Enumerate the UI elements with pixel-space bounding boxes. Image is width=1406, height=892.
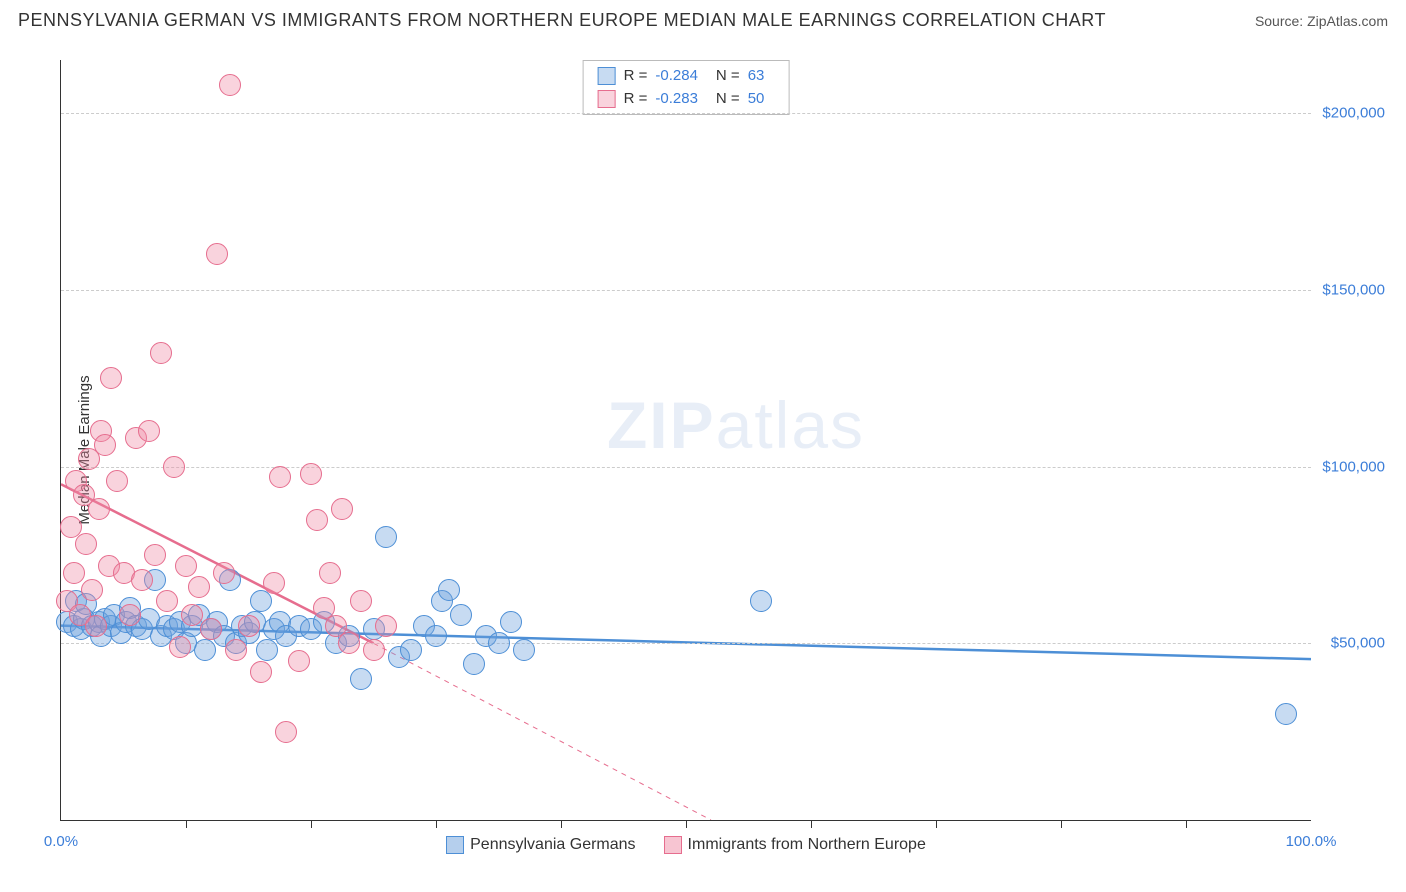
- data-point: [175, 555, 197, 577]
- data-point: [85, 615, 107, 637]
- stat-r-value: -0.283: [655, 88, 698, 111]
- legend-label: Pennsylvania Germans: [470, 836, 635, 854]
- data-point: [250, 661, 272, 683]
- watermark: ZIPatlas: [607, 387, 865, 463]
- data-point: [400, 639, 422, 661]
- data-point: [263, 572, 285, 594]
- legend-swatch: [598, 90, 616, 108]
- y-tick-label: $200,000: [1322, 105, 1385, 122]
- data-point: [194, 639, 216, 661]
- gridline: [61, 290, 1311, 291]
- data-point: [319, 562, 341, 584]
- data-point: [156, 590, 178, 612]
- data-point: [306, 509, 328, 531]
- stat-r-value: -0.284: [655, 65, 698, 88]
- legend-item: Pennsylvania Germans: [446, 836, 635, 854]
- x-tick: [1186, 820, 1187, 828]
- stat-n-label: N =: [716, 65, 740, 88]
- chart-source: Source: ZipAtlas.com: [1255, 13, 1388, 29]
- data-point: [375, 615, 397, 637]
- x-tick: [436, 820, 437, 828]
- chart-header: PENNSYLVANIA GERMAN VS IMMIGRANTS FROM N…: [0, 0, 1406, 37]
- data-point: [1275, 703, 1297, 725]
- data-point: [350, 590, 372, 612]
- x-tick: [311, 820, 312, 828]
- data-point: [119, 604, 141, 626]
- data-point: [219, 74, 241, 96]
- x-tick: [186, 820, 187, 828]
- data-point: [300, 463, 322, 485]
- chart-title: PENNSYLVANIA GERMAN VS IMMIGRANTS FROM N…: [18, 10, 1106, 31]
- x-tick: [686, 820, 687, 828]
- y-tick-label: $50,000: [1331, 635, 1385, 652]
- data-point: [375, 526, 397, 548]
- data-point: [169, 636, 191, 658]
- legend-label: Immigrants from Northern Europe: [688, 836, 926, 854]
- data-point: [238, 615, 260, 637]
- data-point: [75, 533, 97, 555]
- data-point: [213, 562, 235, 584]
- data-point: [94, 434, 116, 456]
- stat-n-label: N =: [716, 88, 740, 111]
- data-point: [131, 569, 153, 591]
- data-point: [750, 590, 772, 612]
- data-point: [463, 653, 485, 675]
- data-point: [438, 579, 460, 601]
- data-point: [425, 625, 447, 647]
- data-point: [106, 470, 128, 492]
- data-point: [181, 604, 203, 626]
- data-point: [88, 498, 110, 520]
- data-point: [144, 544, 166, 566]
- chart-container: Median Male Earnings ZIPatlas R = -0.284…: [18, 40, 1388, 860]
- data-point: [500, 611, 522, 633]
- data-point: [163, 456, 185, 478]
- data-point: [338, 632, 360, 654]
- data-point: [138, 420, 160, 442]
- data-point: [206, 243, 228, 265]
- stat-row: R = -0.284 N = 63: [598, 65, 775, 88]
- data-point: [450, 604, 472, 626]
- data-point: [188, 576, 210, 598]
- legend-swatch: [446, 836, 464, 854]
- data-point: [256, 639, 278, 661]
- data-point: [363, 639, 385, 661]
- stat-r-label: R =: [624, 88, 648, 111]
- data-point: [150, 342, 172, 364]
- gridline: [61, 113, 1311, 114]
- data-point: [63, 562, 85, 584]
- y-tick-label: $150,000: [1322, 281, 1385, 298]
- data-point: [275, 721, 297, 743]
- legend-swatch: [664, 836, 682, 854]
- data-point: [350, 668, 372, 690]
- stat-n-value: 50: [748, 88, 765, 111]
- legend-swatch: [598, 67, 616, 85]
- data-point: [269, 466, 291, 488]
- x-tick: [1061, 820, 1062, 828]
- plot-area: ZIPatlas R = -0.284 N = 63 R = -0.283 N = 5…: [60, 60, 1311, 821]
- data-point: [200, 618, 222, 640]
- legend: Pennsylvania Germans Immigrants from Nort…: [61, 836, 1311, 854]
- data-point: [331, 498, 353, 520]
- gridline: [61, 467, 1311, 468]
- data-point: [225, 639, 247, 661]
- correlation-stats-box: R = -0.284 N = 63 R = -0.283 N = 50: [583, 60, 790, 115]
- data-point: [100, 367, 122, 389]
- x-tick: [561, 820, 562, 828]
- y-tick-label: $100,000: [1322, 458, 1385, 475]
- stat-r-label: R =: [624, 65, 648, 88]
- x-tick: [936, 820, 937, 828]
- data-point: [513, 639, 535, 661]
- stat-row: R = -0.283 N = 50: [598, 88, 775, 111]
- x-tick-label: 0.0%: [44, 833, 78, 850]
- data-point: [81, 579, 103, 601]
- x-tick: [811, 820, 812, 828]
- legend-item: Immigrants from Northern Europe: [664, 836, 926, 854]
- x-tick-label: 100.0%: [1286, 833, 1337, 850]
- data-point: [288, 650, 310, 672]
- data-point: [488, 632, 510, 654]
- trend-lines: [61, 60, 1311, 820]
- stat-n-value: 63: [748, 65, 765, 88]
